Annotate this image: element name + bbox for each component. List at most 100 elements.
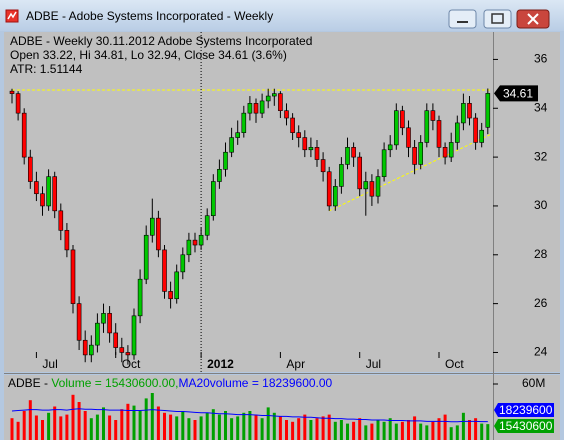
candle-body: [363, 181, 369, 190]
volume-bar: [108, 415, 112, 440]
candle-body: [46, 176, 51, 207]
volume-header-part: ADBE -: [8, 376, 51, 390]
last-price-label: 34.61: [503, 87, 533, 101]
volume-bar: [474, 418, 478, 440]
volume-bar: [364, 425, 368, 440]
volume-bar: [468, 420, 471, 440]
volume-bar: [28, 400, 32, 440]
volume-bar: [65, 414, 69, 440]
chart-header: ADBE - Weekly 30.11.2012 Adobe Systems I…: [10, 34, 312, 48]
candle-body: [21, 112, 27, 158]
window-title: ADBE - Adobe Systems Incorporated - Week…: [26, 9, 273, 23]
volume-bar: [455, 425, 459, 440]
y-tick-label: 30: [534, 198, 548, 212]
candle-body: [357, 156, 363, 190]
candle-body: [265, 95, 271, 102]
volume-bar: [187, 418, 191, 440]
volume-bar: [333, 421, 337, 440]
last-value-box: [494, 419, 554, 433]
volume-bar: [95, 414, 99, 440]
y-tick-label: 34: [534, 100, 548, 114]
candle-body: [180, 254, 186, 273]
volume-bar: [193, 420, 197, 440]
candle-body: [412, 147, 417, 165]
minimize-button[interactable]: [448, 9, 477, 29]
volume-bar: [321, 416, 325, 440]
candle-body: [107, 313, 112, 334]
x-tick-label: Jul: [42, 357, 57, 371]
candle-body: [332, 186, 338, 207]
candle-body: [217, 169, 222, 182]
volume-bar: [156, 406, 160, 440]
close-icon: [527, 13, 539, 25]
volume-bar: [315, 418, 319, 440]
candle-body: [241, 112, 247, 133]
candle-body: [247, 103, 253, 114]
candle-body: [168, 291, 173, 300]
candle-body: [34, 181, 39, 195]
candle-body: [119, 347, 125, 353]
candle-body: [70, 249, 76, 304]
volume-bar: [53, 406, 57, 440]
maximize-button[interactable]: [483, 9, 512, 29]
y-tick-label: 36: [534, 52, 548, 66]
volume-bar: [376, 420, 380, 440]
volume-bar: [47, 412, 51, 440]
candle-body: [290, 117, 295, 133]
volume-bar: [346, 423, 349, 440]
candle-body: [454, 122, 460, 143]
volume-bar: [114, 420, 118, 440]
volume-bar: [102, 407, 105, 440]
candle-body: [204, 215, 210, 236]
volume-bar: [352, 421, 356, 440]
volume-bar: [211, 409, 215, 440]
candle-body: [76, 303, 82, 341]
volume-bar: [230, 418, 234, 440]
volume-bar: [419, 423, 423, 440]
candle-body: [15, 93, 21, 114]
volume-bar: [89, 418, 93, 440]
candle-body: [442, 147, 448, 158]
candle-body: [186, 239, 192, 256]
volume-header-part: Volume = 15430600.00,: [51, 376, 178, 390]
volume-bar: [339, 420, 343, 440]
candle-body: [9, 90, 15, 94]
candle-body: [143, 234, 149, 280]
x-tick-label: Oct: [445, 357, 464, 371]
candle-body: [461, 103, 466, 124]
candle-body: [467, 103, 472, 119]
candle-body: [296, 132, 302, 138]
volume-bar: [224, 411, 227, 440]
candle-body: [156, 217, 161, 251]
candle-body: [418, 142, 424, 165]
volume-bar: [309, 420, 313, 440]
candle-body: [89, 344, 94, 356]
candle-body: [278, 93, 283, 112]
candle-body: [284, 110, 289, 119]
volume-bar: [199, 416, 203, 440]
volume-bar: [205, 412, 209, 440]
candle-body: [479, 129, 485, 143]
candle-body: [131, 315, 137, 356]
volume-bar: [278, 416, 282, 440]
volume-bar: [303, 414, 307, 440]
price-plot: [9, 32, 493, 372]
y-tick-label: 28: [534, 247, 548, 261]
candle-body: [27, 156, 33, 182]
candle-body: [302, 137, 308, 151]
price-panel: [4, 32, 560, 372]
chart-header: Open 33.22, Hi 34.81, Lo 32.94, Close 34…: [10, 48, 287, 62]
candle-body: [430, 110, 436, 121]
candle-body: [320, 159, 326, 173]
candle-body: [52, 176, 58, 212]
candle-body: [406, 127, 411, 148]
candle-body: [211, 181, 216, 217]
candle-body: [58, 210, 64, 231]
volume-bar: [388, 418, 392, 440]
candle-body: [125, 352, 131, 356]
last-price-box: [494, 85, 538, 102]
candle-body: [198, 234, 204, 246]
volume-bar: [169, 414, 173, 440]
